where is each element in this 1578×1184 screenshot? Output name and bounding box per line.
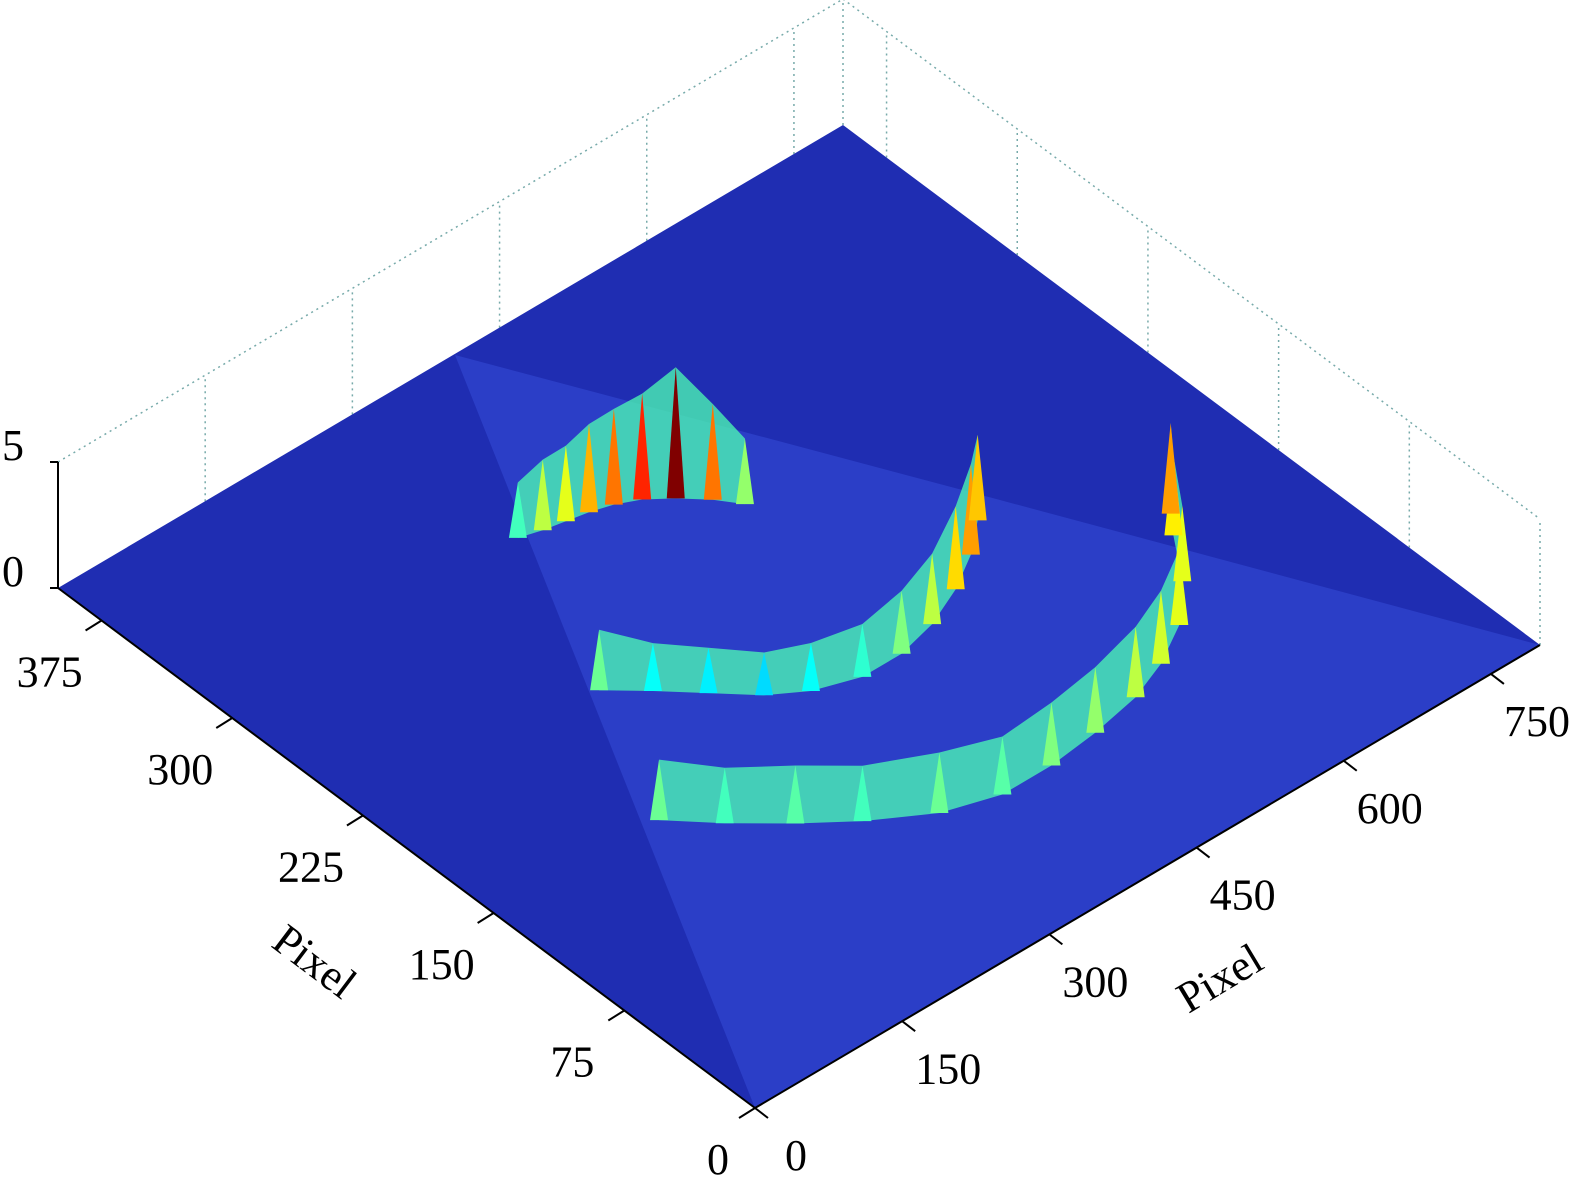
x-tick: [1048, 933, 1063, 946]
y-tick-label: 0: [707, 1135, 729, 1184]
y-tick-label: 300: [147, 745, 213, 794]
x-tick: [754, 1107, 769, 1119]
x-tick-label: 600: [1357, 784, 1423, 833]
ridge-band: [517, 367, 745, 538]
box-edge: [843, 0, 1541, 520]
ridge-peak: [715, 767, 734, 824]
x-tick: [1490, 673, 1505, 685]
x-axis-title: Pixel: [1168, 934, 1271, 1023]
x-axis: [754, 644, 1541, 1109]
y-tick: [346, 814, 364, 827]
ridge-peak: [930, 752, 949, 814]
ridge-peak: [993, 736, 1012, 795]
y-tick: [85, 619, 103, 632]
y-tick: [477, 912, 495, 924]
ridge-peak: [786, 765, 805, 824]
z-tick-label: 5: [2, 421, 24, 470]
ridge-peak: [590, 629, 609, 691]
y-tick-label: 75: [550, 1038, 594, 1087]
ridge-peak: [699, 647, 718, 694]
z-tick-label: 0: [2, 547, 24, 596]
x-tick: [901, 1020, 916, 1032]
x-tick-label: 300: [1062, 957, 1128, 1006]
ridge-peak: [1126, 626, 1145, 698]
ridge-peak: [508, 482, 527, 538]
y-tick-label: 150: [409, 940, 475, 989]
ridge-peak: [604, 408, 623, 505]
ridge-peak: [1151, 590, 1170, 664]
y-axis-title: Pixel: [264, 915, 366, 1009]
x-tick-label: 0: [785, 1131, 807, 1180]
ridge-peak: [1086, 667, 1105, 733]
surface: [58, 125, 1540, 1108]
x-tick: [1195, 846, 1211, 859]
ridge-peak: [801, 643, 820, 691]
ridge-peak: [533, 459, 552, 531]
ridge-peak: [755, 652, 774, 696]
ridge-peak: [892, 590, 911, 654]
ridge-peak: [643, 643, 662, 692]
ridge-peak: [853, 765, 872, 822]
box-edge: [57, 0, 843, 463]
x-tick-label: 750: [1504, 697, 1570, 746]
x-tick-label: 450: [1210, 871, 1276, 920]
x-tick: [1343, 759, 1358, 772]
ridge-band: [599, 434, 978, 696]
ridge-peak: [703, 403, 722, 500]
ridge-peak: [735, 438, 754, 505]
y-tick: [607, 1009, 625, 1022]
ridge-peak: [1173, 505, 1192, 582]
box-walls: [57, 0, 1541, 645]
ridge-peak: [1170, 549, 1189, 625]
x-tick-label: 150: [915, 1044, 981, 1093]
ridge-peak: [853, 623, 872, 677]
ridge-peak: [968, 434, 987, 521]
ridge-peak: [579, 424, 598, 513]
ridge-peak: [1042, 702, 1061, 766]
y-tick-label: 225: [278, 843, 344, 892]
ridge-peak: [946, 506, 965, 590]
y-axis: [57, 587, 756, 1109]
surface-ridges: [508, 367, 1192, 824]
ridge-peak: [633, 393, 652, 500]
y-tick-label: 375: [17, 648, 83, 697]
ridge-peak: [666, 367, 685, 499]
y-tick: [738, 1107, 756, 1119]
ridge-peak: [650, 759, 669, 821]
ridge-peak: [923, 553, 942, 625]
surface-noise: [455, 355, 1540, 1108]
ridge-peak: [1161, 422, 1180, 514]
ridge-peak: [556, 445, 575, 522]
surface-base: [58, 125, 1540, 1108]
y-tick: [215, 717, 233, 729]
